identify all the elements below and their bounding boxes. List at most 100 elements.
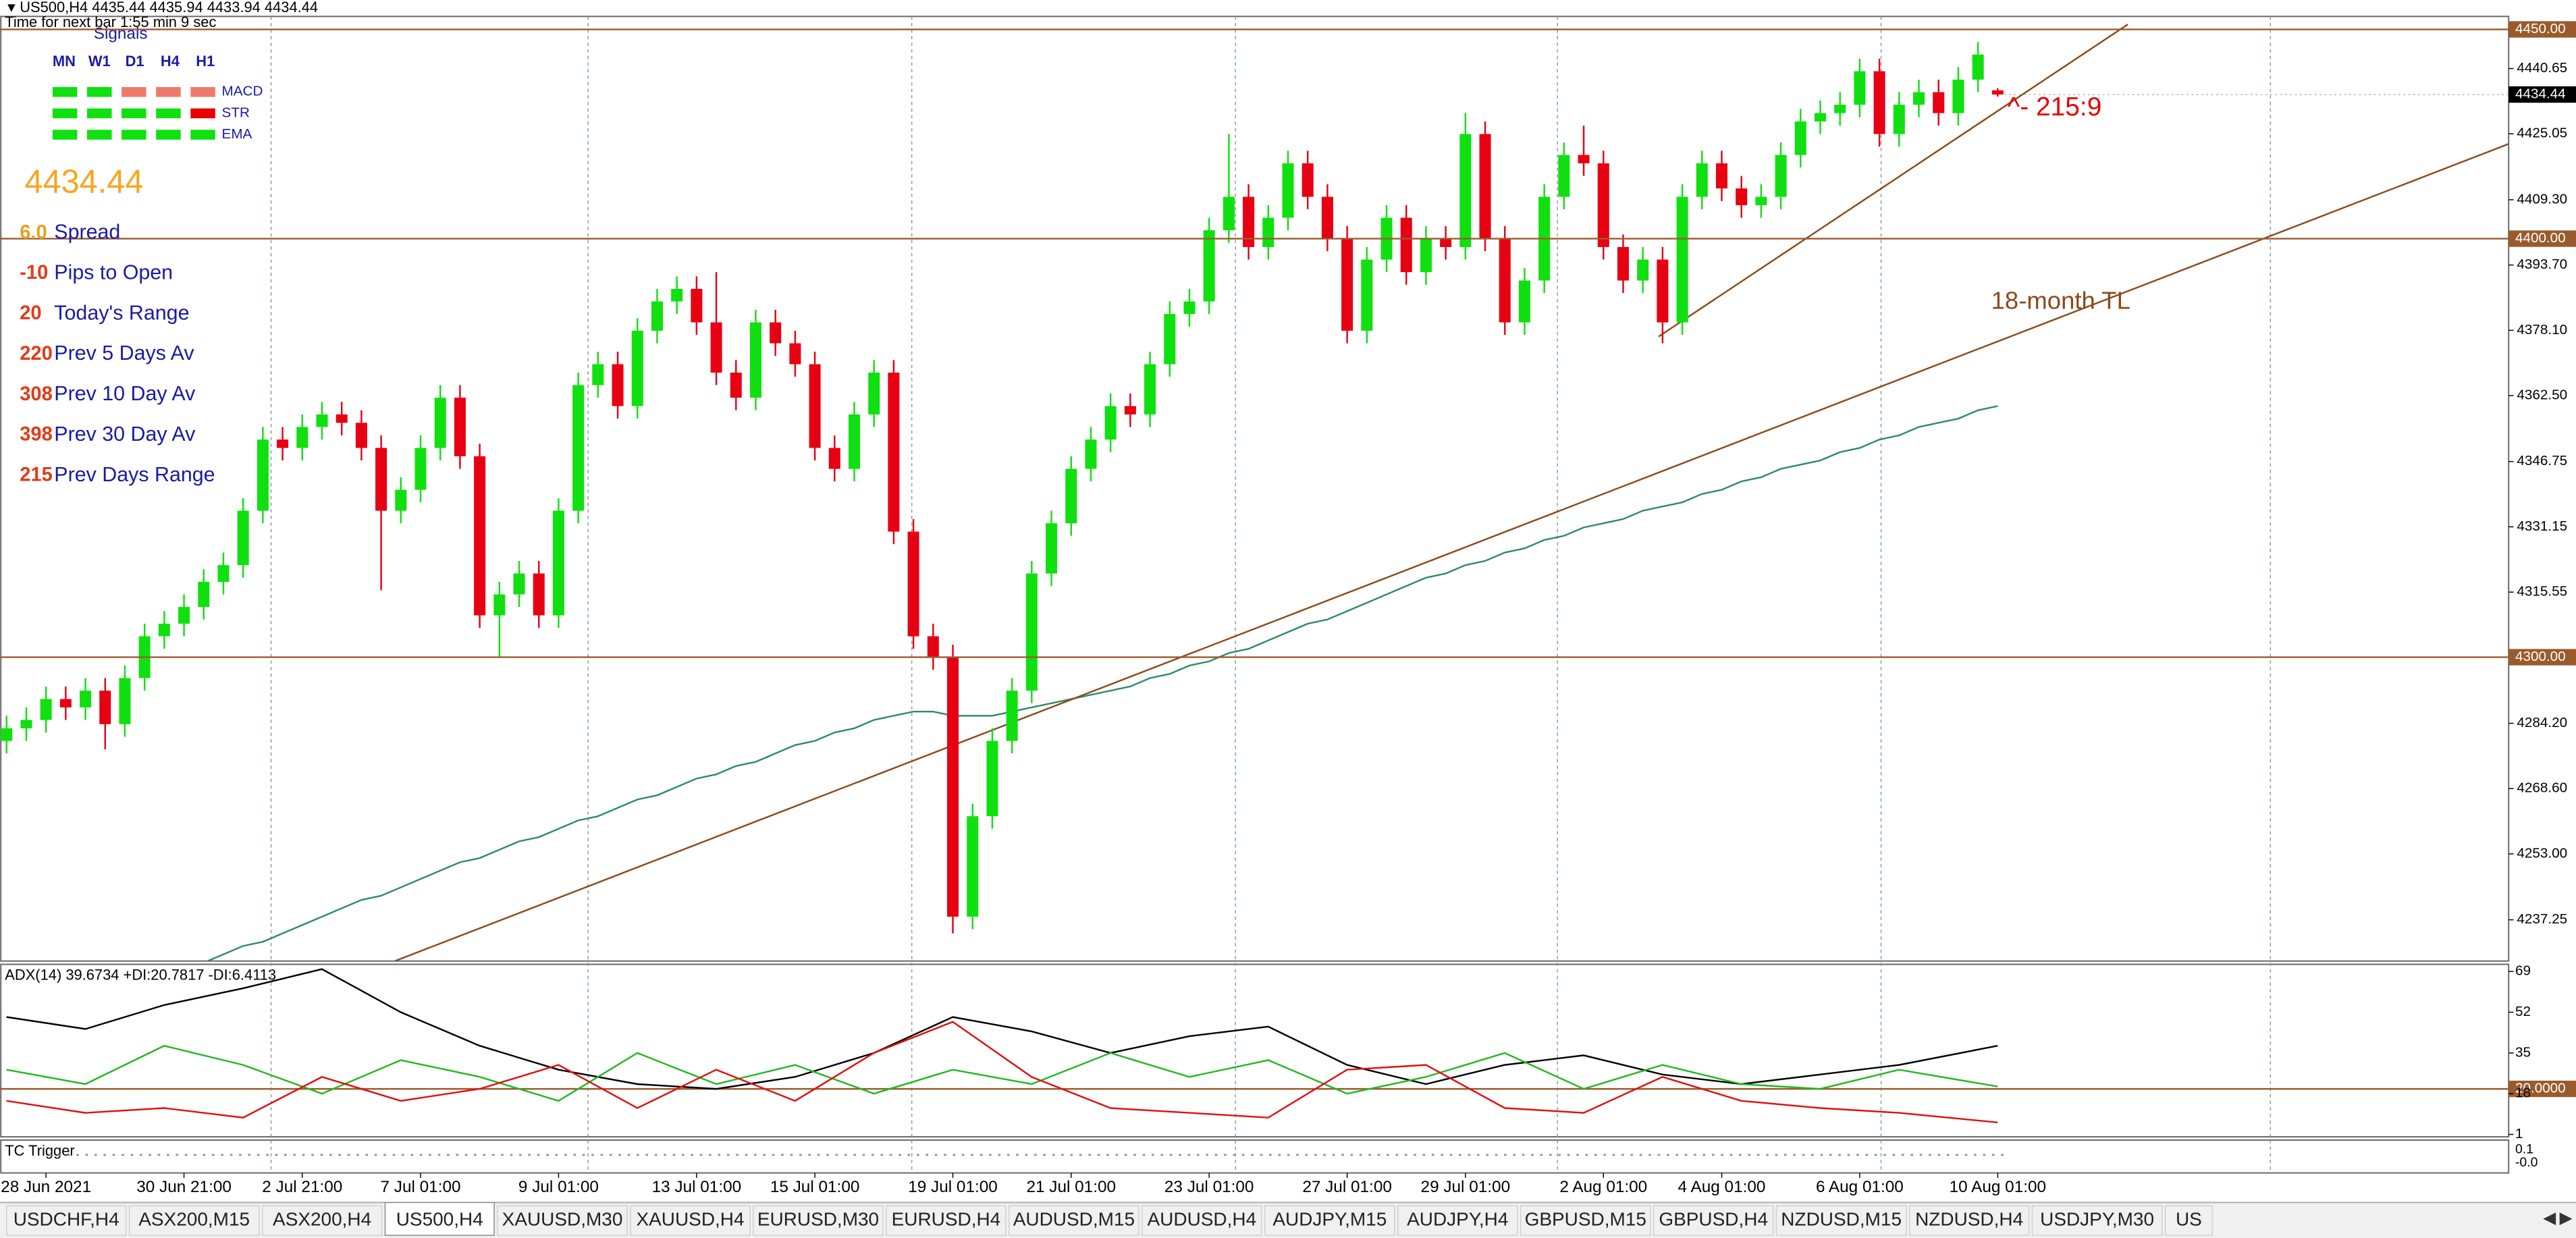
- signal-block: [86, 108, 112, 119]
- stat-value: 20: [20, 302, 41, 324]
- chart-header: US500,H4 4435.44 4435.94 4433.94 4434.44: [20, 0, 318, 16]
- candle-body: [592, 364, 604, 385]
- tab[interactable]: [1520, 1205, 1651, 1236]
- signal-block: [122, 86, 146, 97]
- candle-body: [40, 699, 52, 720]
- tab-label[interactable]: US: [2176, 1209, 2202, 1230]
- tab-label[interactable]: USDCHF,H4: [14, 1209, 119, 1230]
- tab[interactable]: [1142, 1205, 1262, 1236]
- x-tick-label: 13 Jul 01:00: [652, 1178, 742, 1196]
- tab[interactable]: [630, 1205, 751, 1236]
- tab-label[interactable]: GBPUSD,M15: [1525, 1209, 1646, 1230]
- candle-body: [1223, 196, 1235, 231]
- tab[interactable]: [497, 1205, 628, 1236]
- tab-label[interactable]: ASX200,H4: [273, 1209, 371, 1230]
- tab-label[interactable]: GBPUSD,H4: [1659, 1209, 1768, 1230]
- x-tick-label: 10 Aug 01:00: [1950, 1178, 2046, 1196]
- tab[interactable]: [2031, 1205, 2163, 1236]
- stat-label: Spread: [54, 221, 120, 244]
- tab[interactable]: [2164, 1205, 2213, 1236]
- candle-body: [178, 607, 190, 624]
- candle-body: [1282, 163, 1294, 218]
- tab-label[interactable]: ASX200,M15: [138, 1209, 250, 1230]
- candle-body: [1361, 259, 1373, 331]
- tab-label[interactable]: XAUUSD,H4: [636, 1209, 744, 1230]
- candle-body: [257, 439, 269, 511]
- candle-body: [414, 448, 427, 490]
- tab[interactable]: [128, 1205, 260, 1236]
- stat-label: Prev 30 Day Av: [54, 423, 196, 446]
- candle-body: [59, 699, 72, 707]
- price-level-label: 4400.00: [2515, 230, 2566, 246]
- candle-body: [99, 691, 111, 724]
- tab[interactable]: [1908, 1205, 2030, 1236]
- candle-body: [1676, 196, 1688, 323]
- candle-body: [1597, 163, 1609, 247]
- tab[interactable]: [753, 1205, 884, 1236]
- tab-label[interactable]: EURUSD,M30: [757, 1209, 879, 1230]
- candle-body: [80, 691, 92, 707]
- signal-timeframe: H4: [161, 53, 180, 70]
- signal-name: MACD: [222, 84, 263, 99]
- candle-body: [1, 728, 13, 741]
- candle-body: [986, 741, 998, 817]
- x-tick-label: 15 Jul 01:00: [770, 1178, 860, 1196]
- tab[interactable]: [384, 1202, 495, 1236]
- signal-block: [190, 108, 215, 119]
- tab-scroll-left[interactable]: ◀: [2543, 1209, 2556, 1227]
- candle-body: [493, 594, 506, 616]
- tab[interactable]: [886, 1205, 1007, 1236]
- tab-label[interactable]: XAUUSD,M30: [502, 1209, 623, 1230]
- y-tick-label: 4393.70: [2517, 257, 2567, 272]
- signal-block: [122, 130, 146, 140]
- candle-body: [1558, 155, 1570, 197]
- candle-body: [1321, 196, 1333, 239]
- signal-block: [190, 86, 215, 97]
- candle-body: [1400, 217, 1412, 273]
- stat-value: 308: [20, 383, 53, 405]
- candle-body: [1144, 364, 1156, 414]
- signal-block: [52, 130, 78, 140]
- candle-body: [809, 364, 821, 448]
- y-tick-label: 4331.15: [2517, 518, 2567, 534]
- candle-body: [1893, 105, 1905, 134]
- adx-line: [6, 968, 1998, 1090]
- signal-timeframe: W1: [88, 53, 111, 70]
- candle-body: [1341, 238, 1353, 331]
- tab[interactable]: [1009, 1205, 1139, 1236]
- tab[interactable]: [1653, 1205, 1774, 1236]
- ema-line: [205, 405, 1998, 961]
- tab-label[interactable]: AUDUSD,H4: [1148, 1209, 1257, 1230]
- tab-label[interactable]: AUDJPY,M15: [1272, 1209, 1387, 1230]
- candle-body: [1479, 134, 1491, 239]
- tab[interactable]: [261, 1205, 383, 1236]
- signal-block: [156, 130, 181, 140]
- tab[interactable]: [1397, 1205, 1518, 1236]
- candle-body: [1854, 71, 1866, 105]
- candle-body: [533, 573, 545, 616]
- candle-body: [789, 343, 801, 365]
- candle-body: [888, 372, 900, 532]
- tab[interactable]: [1264, 1205, 1395, 1236]
- candle-body: [1834, 105, 1846, 113]
- tab-scroll-right[interactable]: ▶: [2560, 1209, 2573, 1227]
- tab-label[interactable]: US500,H4: [396, 1209, 483, 1230]
- tab-label[interactable]: NZDUSD,H4: [1915, 1209, 2023, 1230]
- candle-body: [730, 372, 742, 398]
- candle-body: [848, 414, 861, 469]
- tab-label[interactable]: USDJPY,M30: [2040, 1209, 2154, 1230]
- tab-label[interactable]: NZDUSD,M15: [1781, 1209, 1902, 1230]
- tab-label[interactable]: AUDJPY,H4: [1407, 1209, 1508, 1230]
- tab-label[interactable]: AUDUSD,M15: [1013, 1209, 1135, 1230]
- tab[interactable]: [6, 1205, 127, 1236]
- stat-label: Prev Days Range: [54, 463, 215, 486]
- tab-label[interactable]: EURUSD,H4: [892, 1209, 1001, 1230]
- x-tick-label: 4 Aug 01:00: [1678, 1178, 1766, 1196]
- y-tick-label: 4284.20: [2517, 715, 2567, 730]
- tc-tick: -0.0: [2515, 1155, 2538, 1170]
- tab[interactable]: [1775, 1205, 1907, 1236]
- candle-body: [1104, 406, 1117, 440]
- adx-y-tick-label: 35: [2515, 1044, 2531, 1060]
- candle-body: [1696, 163, 1708, 197]
- candle-body: [828, 448, 840, 469]
